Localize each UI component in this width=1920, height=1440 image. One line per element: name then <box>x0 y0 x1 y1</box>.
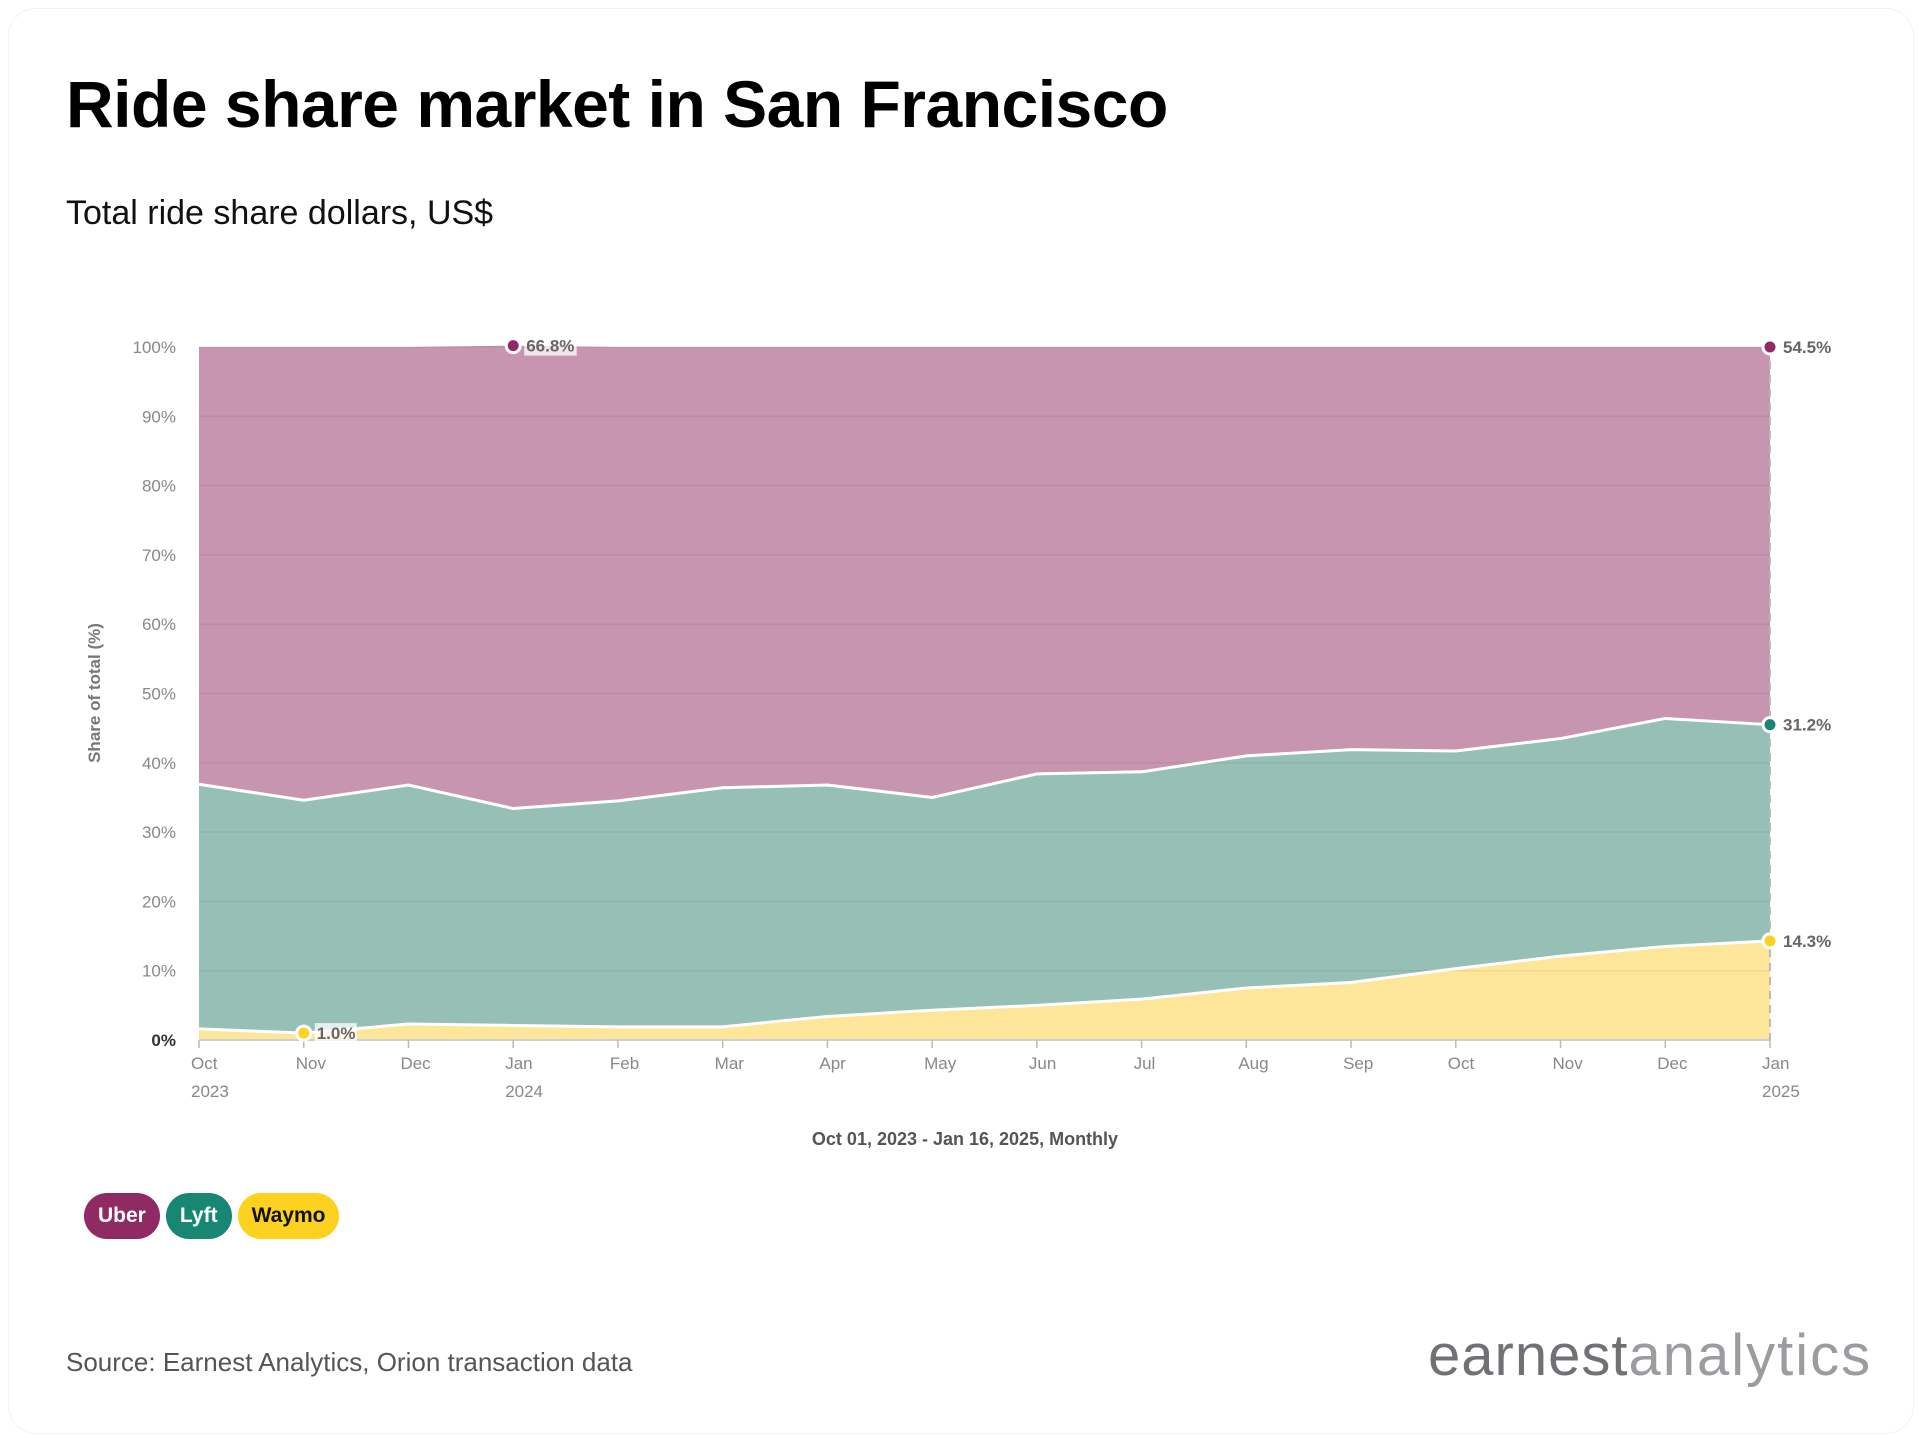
x-tick-label: Nov <box>296 1054 327 1073</box>
data-point-waymo <box>295 1024 313 1042</box>
x-axis-title: Oct 01, 2023 - Jan 16, 2025, Monthly <box>811 1129 1119 1149</box>
x-tick-year: 2024 <box>505 1082 543 1101</box>
legend-lyft[interactable]: Lyft <box>165 1193 232 1239</box>
x-tick-label: Feb <box>610 1054 639 1073</box>
y-tick-label: 0% <box>151 1031 176 1050</box>
data-point-waymo <box>1761 932 1779 950</box>
x-tick-year: 2023 <box>191 1082 229 1101</box>
x-tick-label: Dec <box>1657 1054 1688 1073</box>
x-tick-label: Jan <box>505 1054 532 1073</box>
x-tick-label: Dec <box>400 1054 431 1073</box>
boundary-line-lyft <box>198 716 1771 811</box>
y-tick-label: 40% <box>142 754 176 773</box>
logo-bold: earnest <box>1428 1323 1629 1388</box>
y-tick-label: 30% <box>142 823 176 842</box>
x-tick-label: Jun <box>1029 1054 1056 1073</box>
page-title: Ride share market in San Francisco <box>66 67 1168 141</box>
data-point-uber <box>1761 338 1779 356</box>
boundary-line-waymo <box>198 939 1771 1035</box>
data-point-lyft <box>1761 716 1779 734</box>
area-uber <box>199 345 1770 809</box>
source-note: Source: Earnest Analytics, Orion transac… <box>66 1347 633 1377</box>
area-waymo <box>199 940 1770 1040</box>
y-tick-label: 70% <box>142 546 176 565</box>
legend: Uber Lyft Waymo <box>84 1193 340 1239</box>
earnest-analytics-logo: earnestanalytics <box>1428 1322 1872 1389</box>
y-axis-title: Share of total (%) <box>85 623 104 763</box>
data-label-uber: 66.8% <box>526 337 574 356</box>
y-tick-label: 50% <box>142 685 176 704</box>
x-tick-label: Aug <box>1238 1054 1268 1073</box>
x-tick-label: Nov <box>1553 1054 1584 1073</box>
x-tick-label: Jul <box>1134 1054 1156 1073</box>
data-label-uber: 54.5% <box>1783 338 1831 357</box>
y-tick-label: 60% <box>142 615 176 634</box>
x-tick-year: 2025 <box>1762 1082 1800 1101</box>
x-tick-label: May <box>924 1054 957 1073</box>
y-tick-label: 100% <box>133 338 176 357</box>
area-lyft <box>199 718 1770 1034</box>
x-tick-label: Mar <box>715 1054 745 1073</box>
chart-subtitle: Total ride share dollars, US$ <box>66 194 494 232</box>
x-tick-label: Oct <box>191 1054 218 1073</box>
y-tick-label: 20% <box>142 892 176 911</box>
data-label-waymo: 1.0% <box>317 1024 356 1043</box>
legend-uber[interactable]: Uber <box>84 1193 160 1239</box>
x-tick-label: Jan <box>1762 1054 1789 1073</box>
x-tick-label: Apr <box>819 1054 846 1073</box>
data-label-bg <box>524 335 577 356</box>
y-tick-label: 80% <box>142 477 176 496</box>
data-label-waymo: 14.3% <box>1783 932 1831 951</box>
data-point-uber <box>504 337 522 355</box>
x-tick-label: Oct <box>1448 1054 1475 1073</box>
y-tick-label: 10% <box>142 962 176 981</box>
x-tick-label: Sep <box>1343 1054 1373 1073</box>
y-tick-label: 90% <box>142 407 176 426</box>
legend-waymo[interactable]: Waymo <box>237 1193 340 1239</box>
data-label-lyft: 31.2% <box>1783 716 1831 735</box>
data-label-bg <box>314 1023 357 1044</box>
logo-light: analytics <box>1628 1323 1873 1388</box>
